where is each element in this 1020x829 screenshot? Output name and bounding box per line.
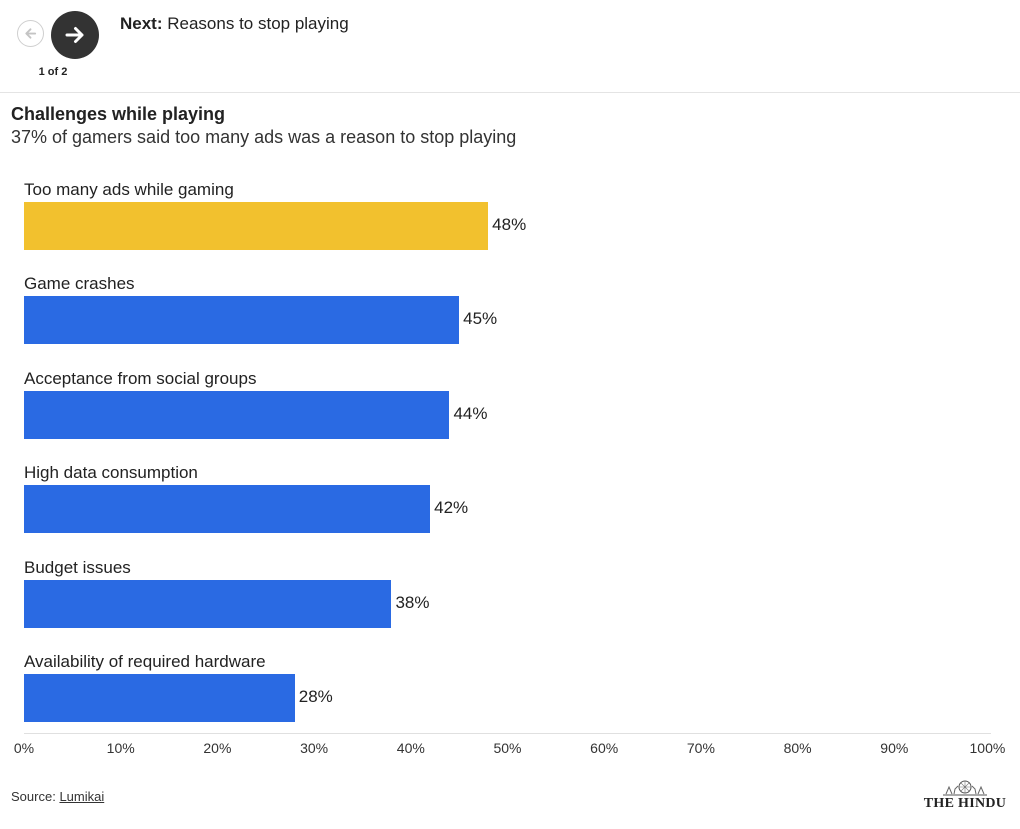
bar-value-label: 38% — [395, 592, 430, 612]
x-tick-label: 90% — [880, 740, 909, 756]
x-tick-label: 30% — [300, 740, 329, 756]
next-slide-title: Reasons to stop playing — [167, 14, 349, 33]
x-tick-label: 100% — [969, 740, 1006, 756]
bar-category-label: Budget issues — [24, 557, 131, 577]
bar — [24, 674, 295, 722]
bar-category-label: Game crashes — [24, 274, 135, 294]
bar-category-label: Availability of required hardware — [24, 652, 266, 671]
arrow-right-icon — [65, 27, 84, 43]
bar — [24, 296, 460, 345]
bar — [24, 202, 489, 250]
source-note: Source: Lumikai — [11, 789, 104, 804]
bar-value-label: 44% — [453, 403, 488, 423]
bar-value-label: 48% — [492, 215, 527, 234]
x-tick-label: 70% — [686, 740, 715, 756]
page-indicator: 1 of 2 — [38, 66, 68, 78]
chart-title: Challenges while playing — [11, 104, 226, 124]
x-tick-label: 40% — [396, 740, 425, 756]
next-button[interactable] — [51, 11, 99, 59]
x-axis-line — [24, 733, 991, 734]
top-navigation: 1 of 2 Next: Reasons to stop playing — [0, 0, 1020, 93]
source-link[interactable]: Lumikai — [59, 789, 105, 804]
bar-category-label: Too many ads while gaming — [24, 180, 234, 199]
bar-category-label: Acceptance from social groups — [24, 368, 257, 388]
previous-button[interactable] — [17, 20, 44, 47]
bar — [24, 390, 450, 439]
x-tick-label: 50% — [493, 740, 522, 756]
bar — [24, 579, 392, 628]
x-tick-label: 0% — [13, 740, 35, 756]
source-prefix: Source: — [11, 789, 56, 804]
the-hindu-logo: THE HINDU — [922, 778, 1008, 812]
chart-subtitle: 37% of gamers said too many ads was a re… — [11, 127, 517, 147]
x-tick-label: 10% — [106, 740, 135, 756]
the-hindu-emblem-icon — [943, 780, 987, 796]
x-tick-label: 20% — [203, 740, 232, 756]
bar — [24, 485, 431, 534]
logo-text: THE HINDU — [923, 796, 1007, 811]
bar-value-label: 45% — [463, 309, 498, 329]
x-tick-label: 80% — [783, 740, 812, 756]
bar-value-label: 42% — [434, 498, 469, 518]
arrow-left-icon — [25, 28, 37, 39]
next-slide-link[interactable]: Next: Reasons to stop playing — [120, 14, 349, 34]
x-tick-label: 60% — [590, 740, 619, 756]
bar-value-label: 28% — [298, 687, 333, 706]
bar-category-label: High data consumption — [24, 463, 198, 483]
next-prefix: Next: — [120, 14, 163, 33]
